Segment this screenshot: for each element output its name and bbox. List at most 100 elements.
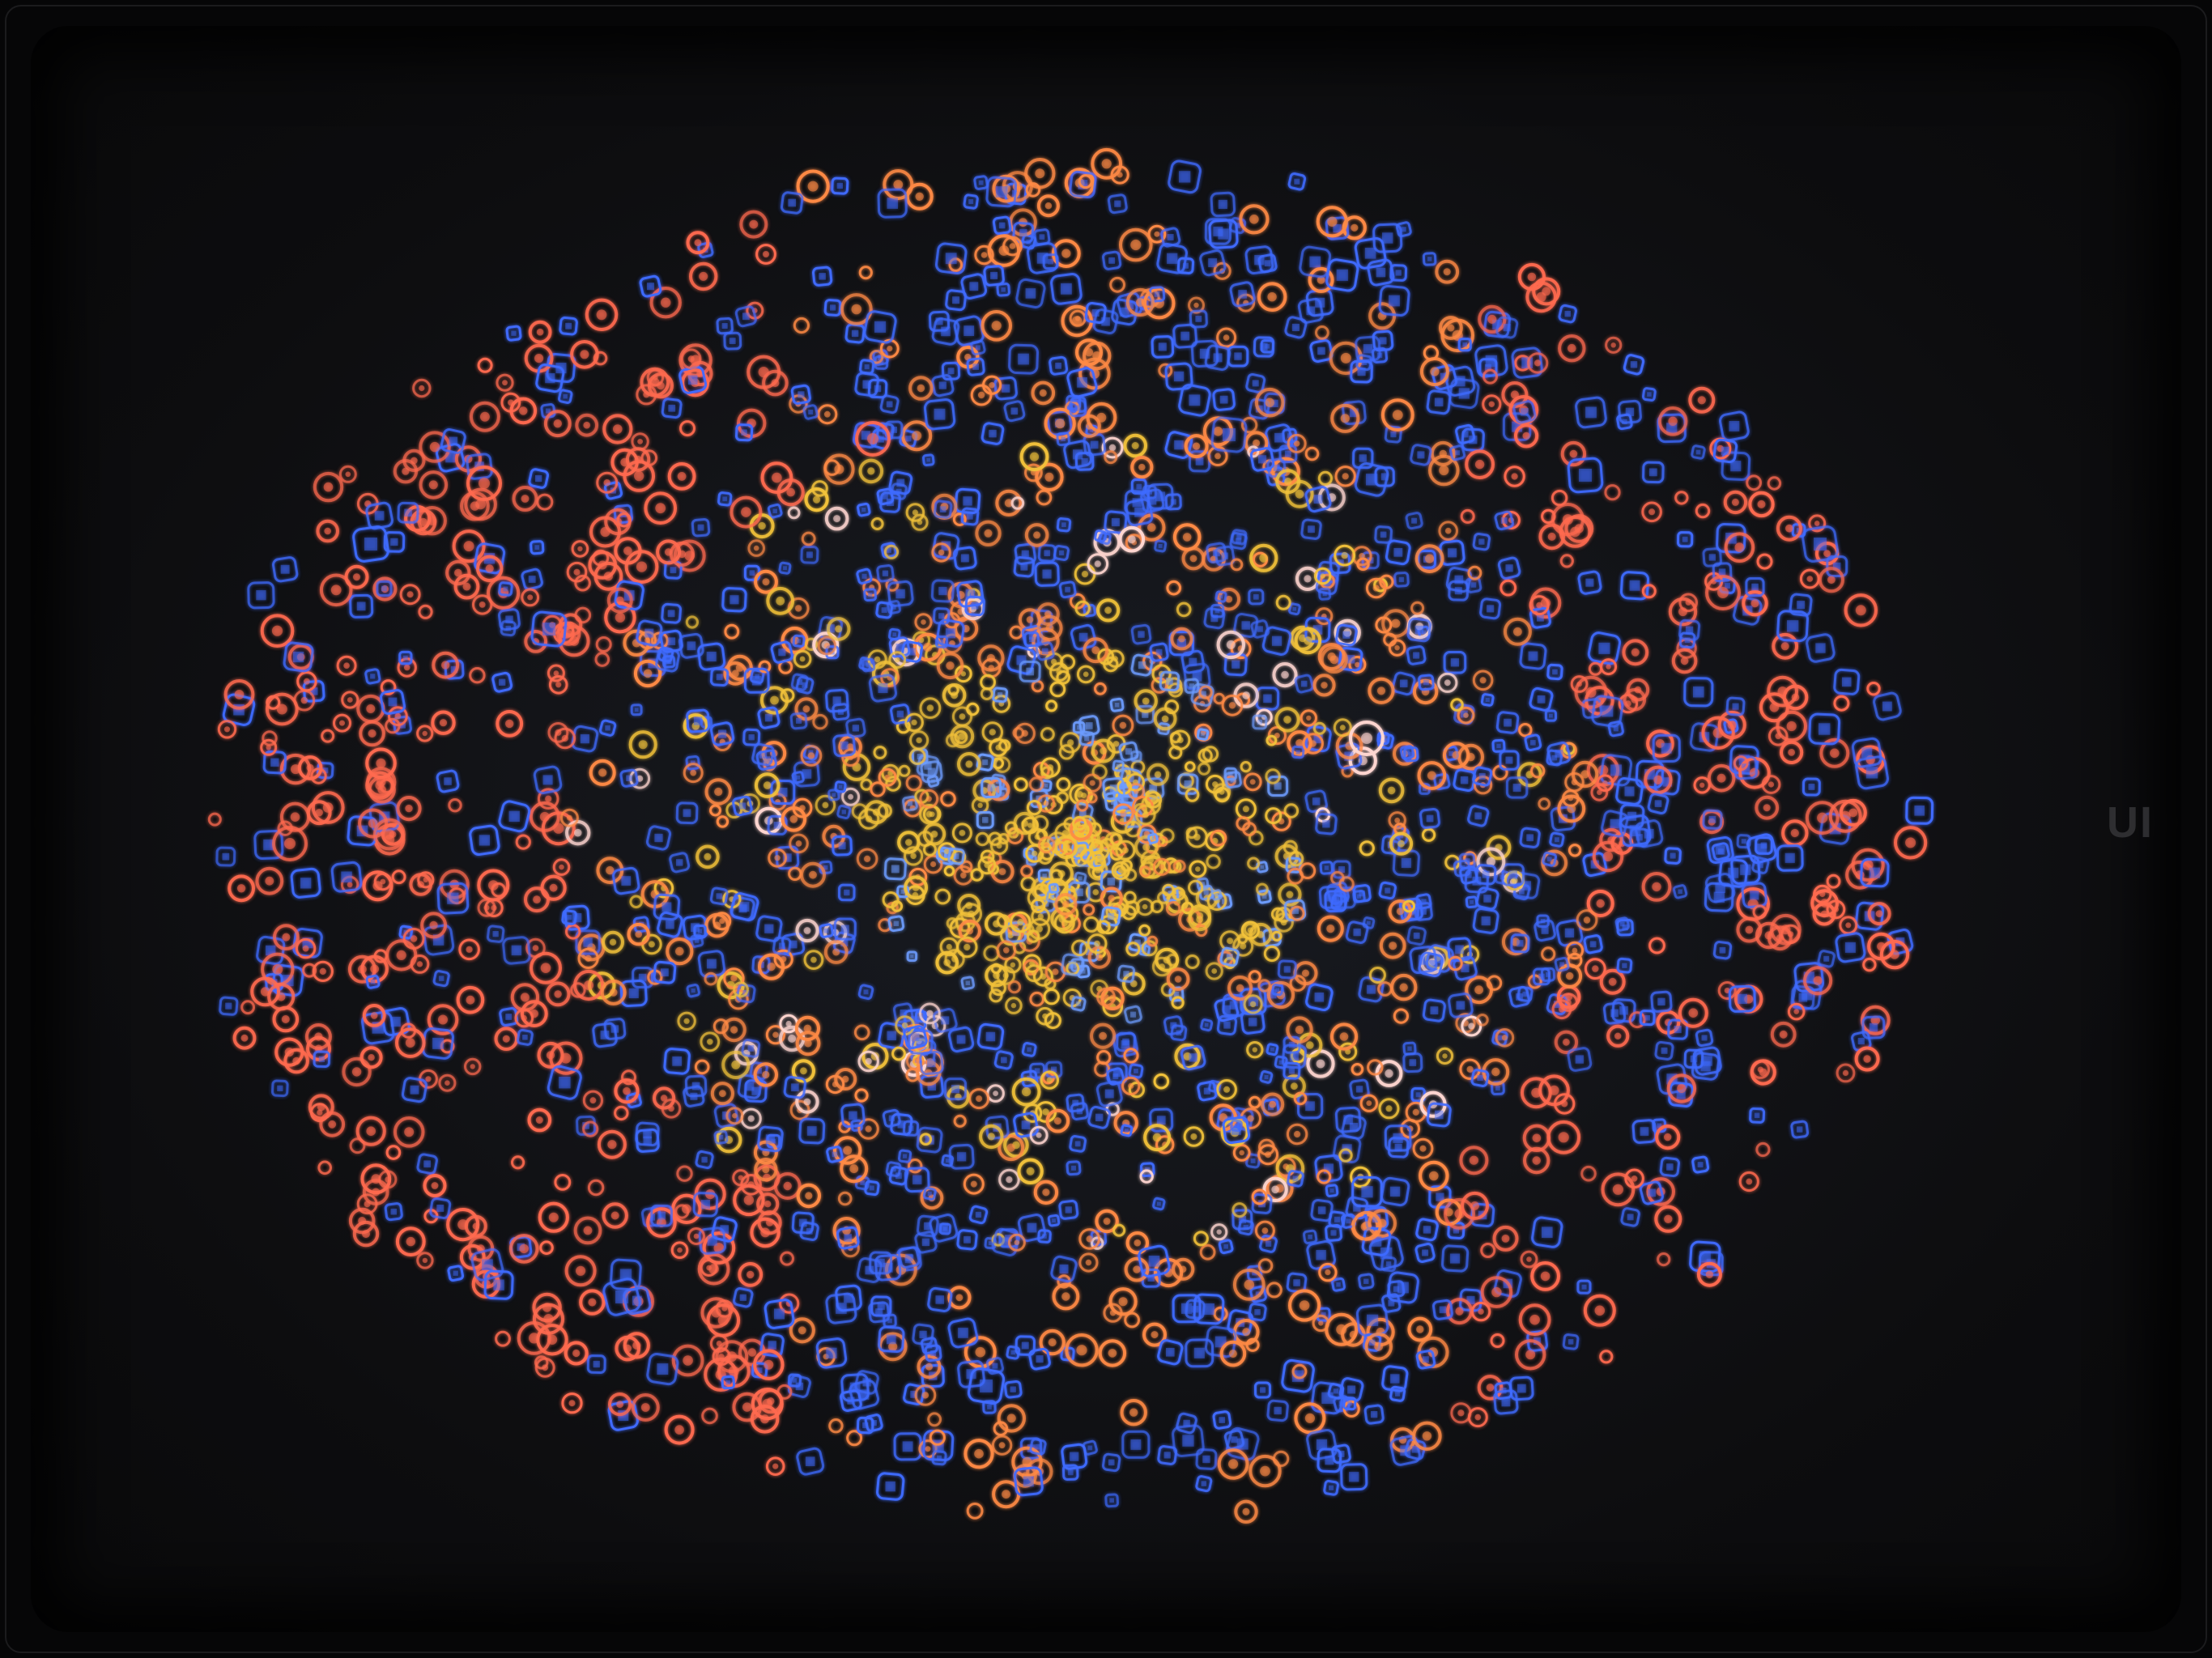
square-node [398, 650, 413, 665]
square-node [1195, 1448, 1218, 1470]
circle-node [1026, 800, 1043, 816]
square-node-core [1501, 1397, 1511, 1407]
circle-node [1054, 835, 1078, 860]
circle-node [1412, 1421, 1442, 1452]
square-node-core [1061, 522, 1066, 528]
square-node-core [1036, 253, 1049, 264]
circle-node-core [1228, 1350, 1237, 1358]
square-node [887, 580, 914, 607]
circle-node [393, 1116, 425, 1148]
square-node [695, 1150, 714, 1170]
circle-node-core [1318, 1320, 1324, 1326]
circle-node [1165, 901, 1181, 916]
circle-node-core [1422, 1431, 1432, 1441]
square-node-core [667, 637, 676, 645]
circle-node-core [977, 802, 983, 808]
circle-node-core [1269, 1100, 1276, 1108]
circle-node [804, 637, 819, 651]
circle-node [765, 1025, 786, 1045]
circle-node [1257, 979, 1271, 993]
circle-node [304, 1023, 332, 1050]
square-node [870, 1295, 892, 1317]
circle-node [575, 413, 599, 437]
square-node-core [672, 1056, 682, 1066]
circle-node-core [976, 1095, 983, 1103]
circle-node-core [364, 1201, 371, 1208]
circle-node [1442, 742, 1470, 769]
circle-node [712, 1347, 731, 1367]
circle-node-core [347, 697, 353, 703]
circle-node-core [315, 809, 323, 817]
circle-node [1688, 386, 1716, 414]
circle-node-core [1045, 624, 1054, 632]
circle-node [543, 410, 572, 438]
circle-node-core [1325, 1269, 1331, 1276]
circle-node-core [322, 802, 334, 813]
square-node-core [722, 496, 728, 502]
circle-node-core [1189, 555, 1197, 563]
circle-node-core [1653, 775, 1663, 784]
square-node [1618, 399, 1642, 424]
square-node-core [998, 222, 1006, 229]
square-node-core [1075, 888, 1083, 897]
circle-node [628, 730, 657, 759]
square-node-core [1455, 450, 1461, 456]
square-node [598, 719, 617, 737]
square-node-core [621, 876, 632, 886]
circle-node [1520, 1250, 1538, 1269]
square-node-core [832, 696, 841, 705]
circle-node [1153, 1073, 1170, 1090]
square-node-core [1204, 1022, 1209, 1027]
circle-node [595, 636, 612, 653]
accent-square-node [967, 1367, 1006, 1405]
square-node-core [1528, 651, 1538, 661]
square-node [1505, 776, 1529, 799]
square-node [935, 849, 947, 861]
circle-node [680, 348, 702, 370]
circle-node-core [843, 1146, 853, 1155]
square-node-core [1086, 948, 1093, 955]
square-node [916, 1126, 943, 1154]
circle-node-core [282, 933, 291, 942]
square-node [1620, 1207, 1640, 1227]
square-node [603, 1018, 627, 1040]
square-node-core [1411, 517, 1418, 524]
circle-node-core [1240, 942, 1247, 950]
square-node [856, 1416, 874, 1435]
circle-node [1499, 579, 1517, 597]
square-node-core [1182, 262, 1189, 269]
square-node-core [1087, 1445, 1093, 1451]
circle-node-core [454, 568, 462, 577]
circle-node [1072, 816, 1087, 831]
circle-node [625, 447, 651, 472]
circle-node-core [1583, 916, 1591, 924]
circle-node [888, 651, 907, 669]
square-node [1287, 1170, 1304, 1188]
circle-node [1216, 327, 1237, 348]
circle-node [1776, 710, 1807, 742]
circle-node-core [271, 625, 283, 636]
square-node [929, 310, 951, 332]
circle-node-core [431, 1182, 439, 1189]
square-node-core [663, 652, 669, 657]
square-node-core [1508, 870, 1517, 879]
circle-node-core [543, 1314, 554, 1324]
circle-node-core [1321, 682, 1328, 689]
square-node [1157, 1445, 1178, 1465]
circle-node-core [661, 297, 671, 308]
square-node-core [1662, 777, 1672, 787]
circle-node-core [1597, 789, 1602, 796]
square-node [1736, 834, 1751, 849]
circle-node-core [376, 758, 386, 768]
circle-node-core [718, 1354, 725, 1360]
circle-node [1257, 282, 1287, 312]
square-node-core [1065, 1206, 1072, 1214]
circle-node [564, 1255, 597, 1287]
circle-node [1119, 227, 1153, 262]
circle-node [963, 1439, 994, 1469]
circle-node-core [416, 961, 423, 967]
accent-circle-node [855, 421, 891, 457]
circle-node-core [1081, 571, 1089, 578]
square-node-core [1417, 451, 1425, 459]
square-node-core [1010, 1386, 1016, 1392]
